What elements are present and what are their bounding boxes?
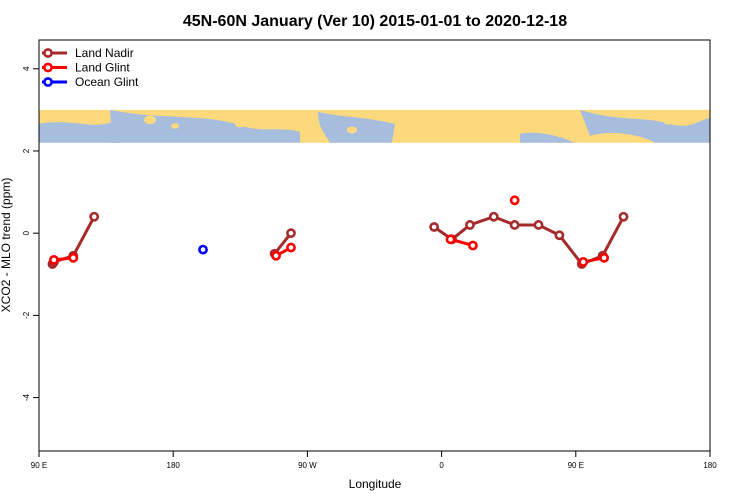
- y-axis-label: XCO2 - MLO trend (ppm): [0, 178, 13, 313]
- land-nadir-point: [286, 228, 296, 239]
- y-axis: -4 -2 0 2 4: [22, 66, 39, 401]
- land-glint-point: [599, 252, 610, 263]
- land-glint-point: [509, 195, 520, 206]
- x-tick-label: 180: [703, 461, 717, 470]
- land-nadir-point: [429, 222, 440, 232]
- map-ocean-region: [39, 121, 118, 143]
- land-nadir-point: [488, 211, 499, 222]
- map-island: [144, 115, 156, 125]
- x-tick-label: 90 E: [568, 461, 584, 470]
- map-island: [347, 126, 357, 134]
- y-tick-label: 2: [22, 148, 31, 153]
- map-island: [664, 119, 672, 125]
- x-tick-label: 90 W: [298, 461, 317, 470]
- x-axis-label: Longitude: [349, 477, 402, 491]
- land-nadir-point: [554, 230, 565, 241]
- map-ocean-region: [520, 132, 575, 143]
- legend-land-glint-label: Land Glint: [75, 61, 130, 75]
- legend-land-glint-marker: [43, 62, 53, 73]
- land-nadir-point: [89, 211, 100, 222]
- x-tick-label: 0: [439, 461, 444, 470]
- y-tick-label: 4: [22, 66, 31, 71]
- land-glint-point: [578, 257, 589, 267]
- map-ocean-region: [580, 109, 710, 143]
- chart-title: 45N-60N January (Ver 10) 2015-01-01 to 2…: [183, 13, 567, 30]
- land-glint-point: [271, 250, 281, 261]
- y-tick-label: -2: [22, 311, 31, 319]
- land-glint-point: [468, 240, 478, 251]
- land-glint-point: [286, 242, 296, 253]
- land-nadir-point: [509, 220, 520, 230]
- y-tick-label: 0: [22, 230, 31, 235]
- land-nadir-point: [533, 220, 544, 230]
- legend-ocean-glint-label: Ocean Glint: [75, 75, 139, 89]
- plot-series: [47, 195, 629, 269]
- land-nadir-point: [618, 211, 629, 222]
- ocean-glint-point: [198, 244, 208, 255]
- land-nadir-line: [433, 215, 625, 266]
- x-tick-label: 180: [167, 461, 181, 470]
- map-island: [171, 123, 179, 129]
- x-tick-label: 90 E: [31, 461, 47, 470]
- legend-ocean-glint-marker: [43, 77, 53, 87]
- map-ocean-region: [318, 111, 395, 143]
- land-glint-point: [445, 234, 456, 245]
- land-nadir-point: [465, 220, 475, 230]
- legend-land-nadir-marker: [43, 48, 53, 58]
- land-glint-point: [49, 254, 59, 265]
- land-glint-point: [68, 252, 79, 263]
- world-map-band: [39, 109, 710, 143]
- map-ocean-region: [110, 109, 300, 143]
- x-axis: 90 E 180 90 W 0 90 E 180: [31, 450, 717, 470]
- y-tick-label: -4: [22, 393, 31, 401]
- map-island: [235, 120, 245, 128]
- legend-land-nadir-label: Land Nadir: [75, 46, 134, 60]
